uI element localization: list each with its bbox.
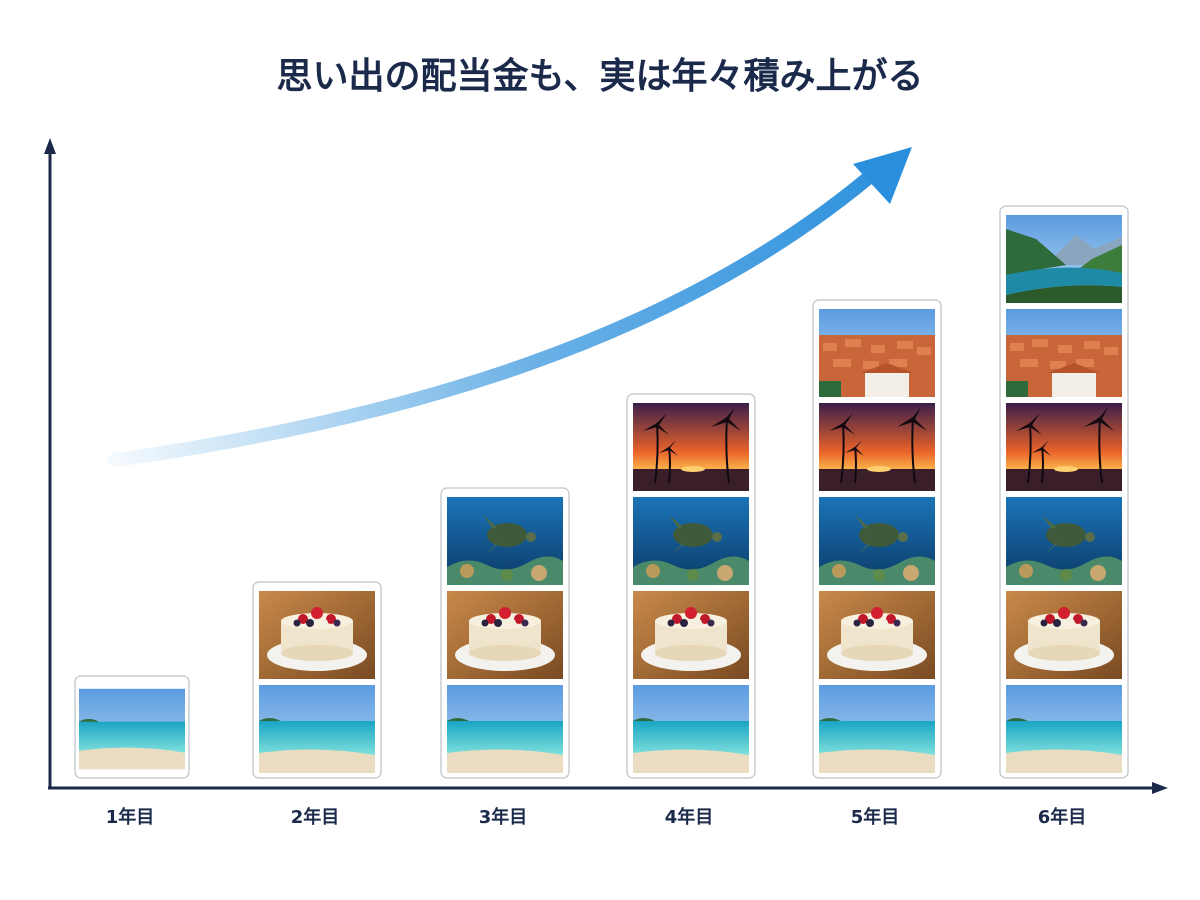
photo-beach (259, 685, 375, 773)
x-axis-head (1152, 782, 1168, 794)
photo-town (1006, 309, 1122, 397)
column-label: 1年目 (106, 806, 155, 828)
photo-cake (633, 591, 749, 679)
photo-cake (259, 591, 375, 679)
photo-mountain (1006, 215, 1122, 303)
column-label: 2年目 (291, 806, 340, 828)
photo-beach (79, 688, 185, 770)
photo-sunset (819, 403, 935, 491)
photo-turtle (447, 497, 563, 585)
column-label: 6年目 (1038, 806, 1087, 828)
photo-cake (819, 591, 935, 679)
photo-cake (447, 591, 563, 679)
photo-beach (633, 685, 749, 773)
photo-turtle (819, 497, 935, 585)
y-axis-head (44, 138, 56, 154)
photo-town (819, 309, 935, 397)
photo-cake (1006, 591, 1122, 679)
growth-arrow (108, 161, 887, 467)
arrow-head (853, 147, 912, 204)
photo-turtle (633, 497, 749, 585)
column-label: 5年目 (851, 806, 900, 828)
photo-beach (447, 685, 563, 773)
title: 思い出の配当金も、実は年々積み上がる (277, 55, 924, 97)
column-label: 4年目 (665, 806, 714, 828)
photo-sunset (1006, 403, 1122, 491)
column-label: 3年目 (479, 806, 528, 828)
photo-sunset (633, 403, 749, 491)
photo-turtle (1006, 497, 1122, 585)
photo-beach (1006, 685, 1122, 773)
stacks (74, 205, 1129, 779)
photo-beach (819, 685, 935, 773)
